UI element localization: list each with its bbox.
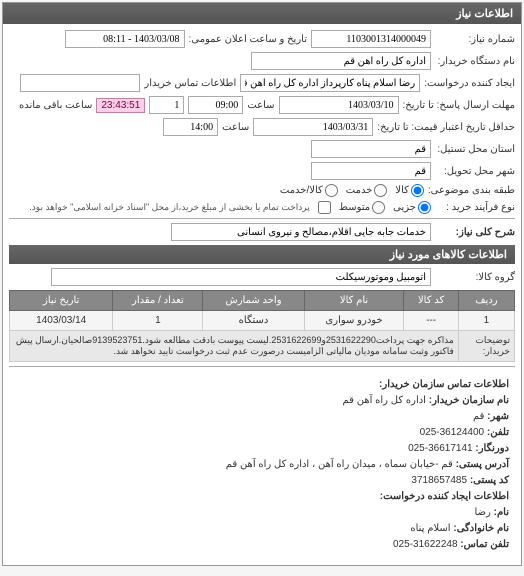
process-label: نوع فرآیند خرید :: [435, 202, 515, 213]
note-row: توضیحات خریدار: مذاکره جهت پرداخت2531622…: [10, 331, 515, 362]
fax-label: دورنگار:: [475, 443, 509, 454]
buyer-contact-input[interactable]: [20, 74, 140, 92]
cat-both-radio[interactable]: [325, 184, 338, 197]
note-label-cell: توضیحات خریدار:: [458, 331, 514, 362]
org-label: نام سازمان خریدار:: [429, 395, 509, 406]
remain-count-input[interactable]: [149, 96, 184, 114]
validity-label: حداقل تاریخ اعتبار قیمت: تا تاریخ:: [377, 122, 515, 133]
time-label-1: ساعت: [247, 100, 274, 111]
creator-title: اطلاعات ایجاد کننده درخواست:: [380, 491, 509, 502]
zip-label: کد پستی:: [470, 475, 509, 486]
addr-value: قم -خیابان سماه ، میدان راه آهن ، اداره …: [226, 459, 453, 470]
cell-qty: 1: [113, 311, 203, 331]
ccity-value: قم: [473, 411, 484, 422]
lname-label: نام خانوادگی:: [453, 523, 509, 534]
deadline-time-input[interactable]: [188, 96, 243, 114]
desc-label: شرح کلی نیاز:: [435, 227, 515, 238]
city-input[interactable]: [311, 162, 431, 180]
category-radios: کالا خدمت کالا/خدمت: [280, 184, 424, 197]
announce-input[interactable]: [65, 30, 185, 48]
goods-table: ردیف کد کالا نام کالا واحد شمارش تعداد /…: [9, 290, 515, 362]
note-cell: مذاکره جهت پرداخت2531622290و2531622699.ل…: [10, 331, 459, 362]
cell-row: 1: [458, 311, 514, 331]
cat-service-radio[interactable]: [374, 184, 387, 197]
col-code: کد کالا: [404, 291, 458, 311]
cat-service-option[interactable]: خدمت: [346, 184, 388, 197]
deadline-label: مهلت ارسال پاسخ: تا تاریخ:: [403, 100, 515, 111]
name-label: نام:: [494, 507, 509, 518]
goods-section-title: اطلاعات کالاهای مورد نیاز: [9, 245, 515, 264]
proc-medium-radio[interactable]: [372, 201, 385, 214]
col-row: ردیف: [458, 291, 514, 311]
province-label: استان محل تستیل:: [435, 144, 515, 155]
validity-date-input[interactable]: [253, 118, 373, 136]
lname-value: اسلام پناه: [410, 523, 450, 534]
category-label: طبقه بندی موضوعی:: [428, 185, 515, 196]
buyer-org-label: نام دستگاه خریدار:: [435, 56, 515, 67]
proc-medium-option[interactable]: متوسط: [339, 201, 385, 214]
table-row[interactable]: 1 --- خودرو سواری دستگاه 1 1403/03/14: [10, 311, 515, 331]
cat-goods-radio[interactable]: [411, 184, 424, 197]
countdown-timer: 23:43:51: [96, 98, 145, 113]
contact-section: اطلاعات تماس سازمان خریدار: نام سازمان خ…: [9, 371, 515, 559]
phone-label: تلفن:: [487, 427, 509, 438]
cat-both-option[interactable]: کالا/خدمت: [280, 184, 338, 197]
validity-time-input[interactable]: [163, 118, 218, 136]
org-value: اداره کل راه آهن قم: [342, 395, 425, 406]
phone-value: 36124400-025: [420, 427, 485, 438]
cphone-value: 31622248-025: [393, 539, 458, 550]
info-panel: اطلاعات نیاز شماره نیاز: تاریخ و ساعت اع…: [2, 2, 522, 566]
proc-note: پرداخت تمام یا بخشی از مبلغ خرید،از محل …: [29, 202, 309, 213]
contact-title: اطلاعات تماس سازمان خریدار:: [379, 379, 509, 390]
goods-group-input[interactable]: [51, 268, 431, 286]
zip-value: 3718657485: [411, 475, 467, 486]
province-input[interactable]: [311, 140, 431, 158]
fax-value: 36617141-025: [408, 443, 473, 454]
buyer-org-input[interactable]: [251, 52, 431, 70]
buyer-contact-label: اطلاعات تماس خریدار: [144, 78, 236, 89]
deadline-date-input[interactable]: [279, 96, 399, 114]
ccity-label: شهر:: [487, 411, 509, 422]
city-label: شهر محل تحویل:: [435, 166, 515, 177]
req-no-input[interactable]: [311, 30, 431, 48]
cell-name: خودرو سواری: [304, 311, 404, 331]
announce-label: تاریخ و ساعت اعلان عمومی:: [189, 34, 308, 45]
creator-input[interactable]: [240, 74, 420, 92]
name-value: رضا: [474, 507, 490, 518]
creator-label: ایجاد کننده درخواست:: [424, 78, 515, 89]
desc-input[interactable]: [171, 223, 431, 241]
col-unit: واحد شمارش: [203, 291, 304, 311]
form-area: شماره نیاز: تاریخ و ساعت اعلان عمومی: نا…: [3, 24, 521, 565]
remain-label: ساعت باقی مانده: [19, 100, 92, 111]
process-radios: جزیی متوسط پرداخت تمام یا بخشی از مبلغ خ…: [29, 201, 431, 214]
cell-date: 1403/03/14: [10, 311, 113, 331]
col-date: تاریخ نیاز: [10, 291, 113, 311]
panel-title: اطلاعات نیاز: [3, 3, 521, 24]
time-label-2: ساعت: [222, 122, 249, 133]
cell-unit: دستگاه: [203, 311, 304, 331]
col-name: نام کالا: [304, 291, 404, 311]
treasury-checkbox[interactable]: [318, 201, 331, 214]
col-qty: تعداد / مقدار: [113, 291, 203, 311]
proc-minor-radio[interactable]: [418, 201, 431, 214]
cat-goods-option[interactable]: کالا: [395, 184, 424, 197]
proc-minor-option[interactable]: جزیی: [393, 201, 431, 214]
goods-group-label: گروه کالا:: [435, 272, 515, 283]
cphone-label: تلفن تماس:: [460, 539, 509, 550]
addr-label: آدرس پستی:: [456, 459, 509, 470]
req-no-label: شماره نیاز:: [435, 34, 515, 45]
cell-code: ---: [404, 311, 458, 331]
